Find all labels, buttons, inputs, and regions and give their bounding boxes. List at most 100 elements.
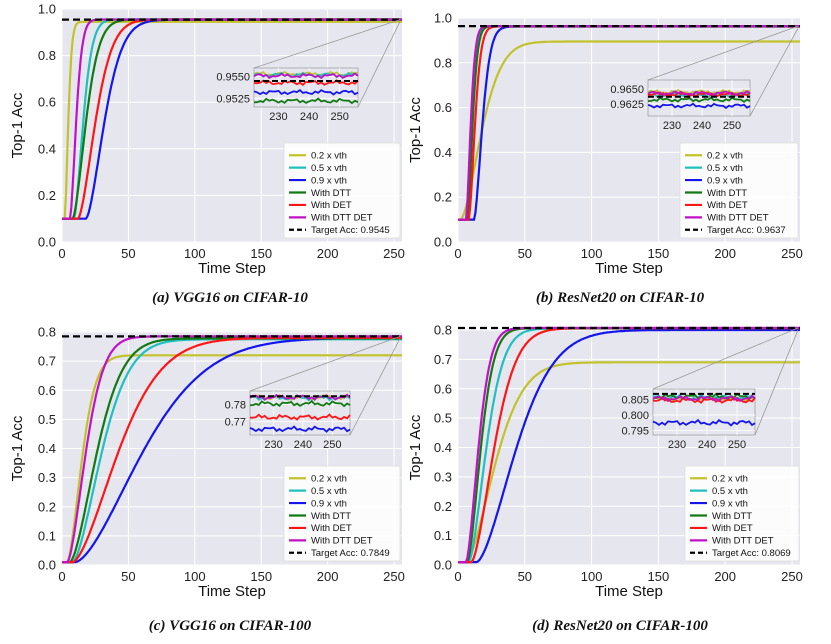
- legend-entry: 0.5 x vth: [707, 163, 743, 174]
- y-tick-label: 0.3: [38, 470, 56, 485]
- legend-target-entry: Target Acc: 0.7849: [311, 548, 390, 559]
- legend-entry: 0.9 x vth: [311, 175, 347, 186]
- y-tick-label: 0.5: [38, 412, 56, 427]
- y-tick-label: 0.2: [38, 499, 56, 514]
- panel-caption: (a) VGG16 on CIFAR-10: [152, 290, 308, 306]
- panel-caption: (c) VGG16 on CIFAR-100: [149, 618, 312, 634]
- zoom-connector: [357, 21, 401, 108]
- series-line-3: [458, 328, 800, 564]
- inset-y-tick-label: 0.78: [225, 400, 246, 412]
- zoom-connector: [754, 329, 799, 436]
- y-tick-label: 0.4: [434, 145, 452, 160]
- x-tick-label: 100: [184, 569, 206, 584]
- x-tick-label: 250: [781, 246, 803, 261]
- y-tick-label: 0.1: [434, 528, 452, 543]
- x-tick-label: 200: [317, 246, 339, 261]
- inset-series-line-4: [648, 96, 751, 103]
- inset-y-tick-label: 0.9625: [610, 99, 644, 111]
- inset-y-tick-label: 0.77: [225, 416, 246, 428]
- legend-entry: With DTT: [707, 188, 747, 199]
- x-tick-label: 100: [581, 246, 603, 261]
- y-axis-label: Top-1 Acc: [407, 97, 424, 163]
- y-tick-label: 0.2: [38, 188, 56, 203]
- inset-x-tick-label: 240: [300, 111, 318, 123]
- inset-series-line-6: [647, 89, 751, 97]
- x-tick-label: 200: [317, 569, 339, 584]
- x-tick-label: 0: [58, 246, 65, 261]
- zoom-connector: [652, 327, 799, 390]
- inset-series-line-4: [249, 399, 351, 408]
- y-tick-label: 0.0: [434, 235, 452, 250]
- legend-entry: 0.9 x vth: [707, 175, 743, 186]
- x-axis-label: Time Step: [595, 583, 663, 600]
- x-axis-label: Time Step: [198, 260, 266, 277]
- inset-x-tick-label: 230: [668, 439, 686, 451]
- inset-x-tick-label: 250: [728, 439, 746, 451]
- inset-series-line-3: [249, 425, 351, 433]
- inset-x-tick-label: 240: [698, 439, 716, 451]
- inset-series-line-4: [253, 97, 359, 105]
- y-tick-label: 0.6: [38, 383, 56, 398]
- legend-entry: With DTT: [311, 188, 351, 199]
- x-axis-label: Time Step: [595, 260, 663, 277]
- inset-series-line-5: [249, 413, 351, 421]
- legend-box: [283, 465, 401, 562]
- inset-y-tick-label: 0.795: [621, 425, 649, 437]
- legend-box: [283, 142, 401, 239]
- x-tick-label: 50: [121, 246, 135, 261]
- y-tick-label: 0.8: [38, 48, 56, 63]
- inset-x-tick-label: 250: [323, 439, 341, 451]
- legend-entry: 0.5 x vth: [311, 486, 347, 497]
- zoom-connector: [647, 25, 799, 81]
- legend-entry: With DET: [311, 523, 352, 534]
- legend-entry: 0.2 x vth: [707, 151, 743, 162]
- legend-entry: 0.2 x vth: [311, 474, 347, 485]
- y-tick-label: 0.3: [434, 469, 452, 484]
- legend-entry: With DET: [712, 523, 753, 534]
- inset-x-tick-label: 240: [294, 439, 312, 451]
- legend-entry: 0.5 x vth: [311, 163, 347, 174]
- x-tick-label: 100: [581, 569, 603, 584]
- y-axis-label: Top-1 Acc: [407, 414, 424, 480]
- legend-entry: 0.9 x vth: [311, 498, 347, 509]
- legend-entry: With DTT: [311, 511, 351, 522]
- y-tick-label: 0.8: [434, 55, 452, 70]
- y-tick-label: 1.0: [38, 2, 56, 17]
- legend-entry: With DTT DET: [311, 213, 373, 224]
- legend-entry: With DET: [707, 200, 748, 211]
- y-tick-label: 0.4: [38, 141, 56, 156]
- x-tick-label: 0: [454, 569, 461, 584]
- inset-x-tick-label: 230: [663, 120, 681, 132]
- legend-box: [684, 465, 800, 562]
- legend-entry: 0.9 x vth: [712, 498, 748, 509]
- legend-entry: With DTT: [712, 511, 752, 522]
- zoom-connector: [749, 27, 799, 117]
- inset-x-tick-label: 230: [269, 111, 287, 123]
- zoom-connector: [349, 338, 401, 436]
- x-axis-label: Time Step: [198, 583, 266, 600]
- inset-series-line-3: [647, 102, 751, 110]
- x-tick-label: 200: [714, 246, 736, 261]
- y-tick-label: 0.6: [38, 95, 56, 110]
- chart-panel-a: 0.0 0.2 0.4 0.6 0.8 1.0 0 50 100 150 200 250 Time St…: [9, 2, 405, 307]
- y-tick-label: 0.8: [38, 325, 56, 340]
- y-tick-label: 0.7: [38, 354, 56, 369]
- series-line-1: [458, 40, 800, 221]
- inset-x-tick-label: 230: [264, 439, 282, 451]
- zoom-connector: [249, 336, 401, 392]
- legend-entry: 0.2 x vth: [712, 474, 748, 485]
- inset-series-line-6: [652, 394, 756, 403]
- inset-y-tick-label: 0.9550: [216, 72, 250, 84]
- y-tick-label: 0.6: [434, 381, 452, 396]
- legend-entry: 0.2 x vth: [311, 151, 347, 162]
- series-line-5: [62, 336, 402, 564]
- y-tick-label: 0.7: [434, 352, 452, 367]
- inset-x-tick-label: 250: [723, 120, 741, 132]
- legend-target-entry: Target Acc: 0.9637: [707, 225, 786, 236]
- x-tick-label: 250: [383, 569, 405, 584]
- y-tick-label: 0.6: [434, 100, 452, 115]
- inset-y-tick-label: 0.9650: [610, 84, 644, 96]
- inset-series-line-5: [253, 79, 359, 86]
- inset-y-tick-label: 0.800: [621, 410, 649, 422]
- inset-x-tick-label: 240: [693, 120, 711, 132]
